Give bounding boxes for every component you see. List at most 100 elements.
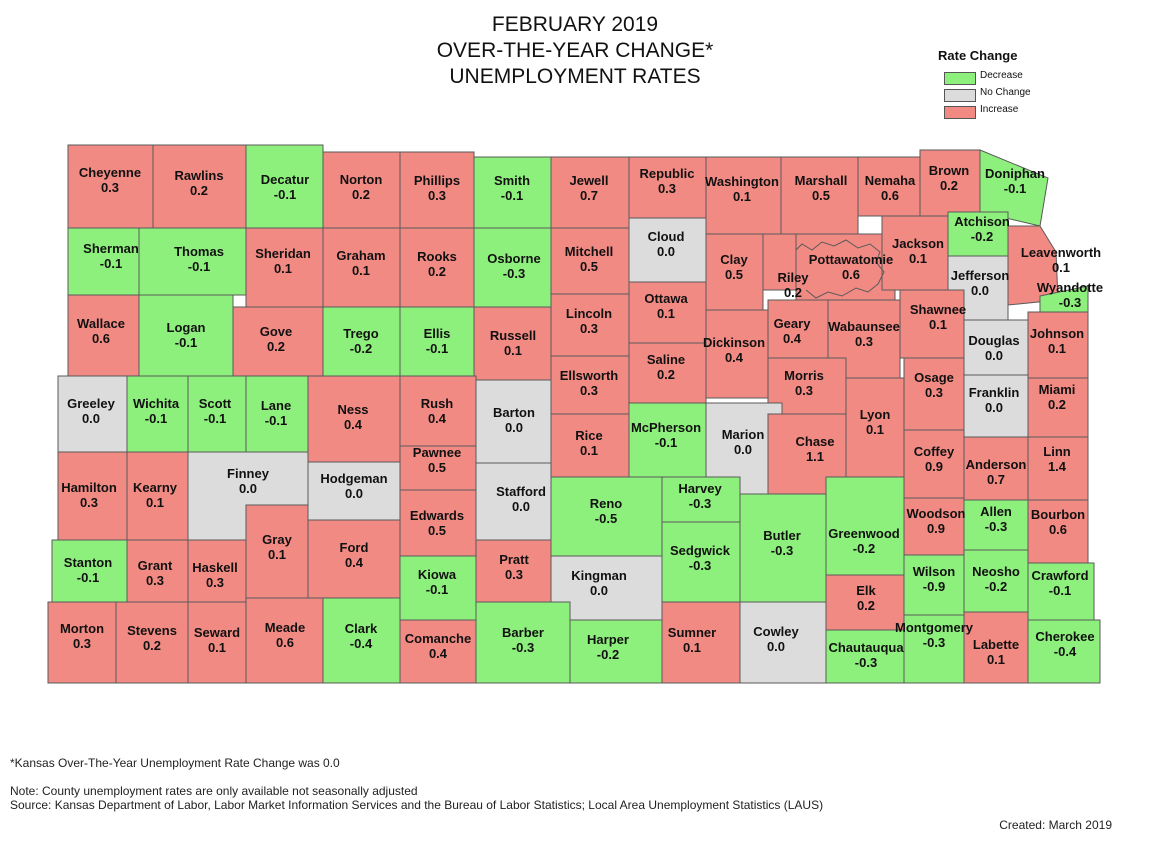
state-change-note: *Kansas Over-The-Year Unemployment Rate … (10, 756, 340, 770)
county-value-butler: -0.3 (771, 543, 793, 558)
county-value-franklin: 0.0 (985, 400, 1003, 415)
county-value-greenwood: -0.2 (853, 541, 875, 556)
county-value-thomas: -0.1 (188, 259, 210, 274)
county-value-saline: 0.2 (657, 367, 675, 382)
legend-label-no-change: No Change (980, 87, 1031, 98)
county-value-cloud: 0.0 (657, 244, 675, 259)
county-value-greeley: 0.0 (82, 411, 100, 426)
county-name-russell: Russell (490, 328, 536, 343)
county-name-edwards: Edwards (410, 508, 464, 523)
county-name-coffey: Coffey (914, 444, 955, 459)
map-title: FEBRUARY 2019 OVER-THE-YEAR CHANGE* UNEM… (300, 12, 850, 90)
county-value-ottawa: 0.1 (657, 306, 675, 321)
county-name-nemaha: Nemaha (865, 173, 916, 188)
county-value-trego: -0.2 (350, 341, 372, 356)
county-value-sedgwick: -0.3 (689, 558, 711, 573)
county-value-pottawatomie: 0.6 (842, 267, 860, 282)
county-name-wilson: Wilson (913, 564, 956, 579)
county-value-wyandotte: -0.3 (1059, 295, 1081, 310)
county-name-wabaunsee: Wabaunsee (828, 319, 900, 334)
county-value-scott: -0.1 (204, 411, 226, 426)
county-name-rawlins: Rawlins (174, 168, 223, 183)
county-value-washington: 0.1 (733, 189, 751, 204)
county-name-morris: Morris (784, 368, 824, 383)
county-name-gray: Gray (262, 532, 292, 547)
county-value-lane: -0.1 (265, 413, 287, 428)
county-name-lincoln: Lincoln (566, 306, 612, 321)
county-name-kearny: Kearny (133, 480, 178, 495)
county-value-mitchell: 0.5 (580, 259, 598, 274)
county-value-miami: 0.2 (1048, 397, 1066, 412)
created-date: Created: March 2019 (999, 818, 1112, 832)
county-value-finney: 0.0 (239, 481, 257, 496)
county-value-lyon: 0.1 (866, 422, 884, 437)
county-value-kingman: 0.0 (590, 583, 608, 598)
county-value-stanton: -0.1 (77, 570, 99, 585)
county-value-harper: -0.2 (597, 647, 619, 662)
seasonal-note: Note: County unemployment rates are only… (10, 784, 418, 798)
legend-title: Rate Change (938, 48, 1018, 63)
county-name-cloud: Cloud (648, 229, 685, 244)
county-name-hodgeman: Hodgeman (320, 471, 387, 486)
county-value-cheyenne: 0.3 (101, 180, 119, 195)
legend-swatch-decrease (944, 72, 976, 85)
county-value-cherokee: -0.4 (1054, 644, 1077, 659)
county-value-wichita: -0.1 (145, 411, 167, 426)
county-name-allen: Allen (980, 504, 1012, 519)
county-value-republic: 0.3 (658, 181, 676, 196)
county-name-crawford: Crawford (1031, 568, 1088, 583)
county-name-greenwood: Greenwood (828, 526, 900, 541)
county-value-shawnee: 0.1 (929, 317, 947, 332)
county-name-washington: Washington (705, 174, 779, 189)
county-value-rawlins: 0.2 (190, 183, 208, 198)
county-name-cherokee: Cherokee (1035, 629, 1094, 644)
county-value-wallace: 0.6 (92, 331, 110, 346)
county-value-bourbon: 0.6 (1049, 522, 1067, 537)
county-name-ford: Ford (340, 540, 369, 555)
county-value-barton: 0.0 (505, 420, 523, 435)
county-value-wabaunsee: 0.3 (855, 334, 873, 349)
county-value-kearny: 0.1 (146, 495, 164, 510)
county-value-linn: 1.4 (1048, 459, 1067, 474)
county-name-harvey: Harvey (678, 481, 722, 496)
county-name-butler: Butler (763, 528, 801, 543)
county-value-gove: 0.2 (267, 339, 285, 354)
county-value-marion: 0.0 (734, 442, 752, 457)
county-name-pratt: Pratt (499, 552, 529, 567)
county-name-morton: Morton (60, 621, 104, 636)
county-name-stanton: Stanton (64, 555, 112, 570)
county-name-cheyenne: Cheyenne (79, 165, 141, 180)
county-name-greeley: Greeley (67, 396, 115, 411)
county-value-neosho: -0.2 (985, 579, 1007, 594)
county-name-seward: Seward (194, 625, 240, 640)
county-value-jefferson: 0.0 (971, 283, 989, 298)
county-name-decatur: Decatur (261, 172, 309, 187)
county-name-logan: Logan (167, 320, 206, 335)
county-name-woodson: Woodson (907, 506, 966, 521)
county-name-reno: Reno (590, 496, 623, 511)
county-shapes (47, 144, 1101, 684)
county-name-pawnee: Pawnee (413, 445, 461, 460)
kansas-county-map: Cheyenne0.3Rawlins0.2Decatur-0.1Norton0.… (47, 144, 1103, 684)
county-name-sumner: Sumner (668, 625, 716, 640)
county-name-marshall: Marshall (795, 173, 848, 188)
county-name-haskell: Haskell (192, 560, 238, 575)
county-name-saline: Saline (647, 352, 685, 367)
county-name-smith: Smith (494, 173, 530, 188)
county-name-stevens: Stevens (127, 623, 177, 638)
county-name-montgomery: Montgomery (895, 620, 974, 635)
county-name-jewell: Jewell (569, 173, 608, 188)
county-value-russell: 0.1 (504, 343, 522, 358)
county-name-gove: Gove (260, 324, 293, 339)
county-name-republic: Republic (640, 166, 695, 181)
county-value-chase: 1.1 (806, 449, 824, 464)
county-name-atchison: Atchison (954, 214, 1010, 229)
county-name-harper: Harper (587, 632, 629, 647)
county-value-reno: -0.5 (595, 511, 617, 526)
county-value-decatur: -0.1 (274, 187, 296, 202)
county-value-sheridan: 0.1 (274, 261, 292, 276)
county-value-hodgeman: 0.0 (345, 486, 363, 501)
county-name-jefferson: Jefferson (951, 268, 1010, 283)
county-value-anderson: 0.7 (987, 472, 1005, 487)
county-value-stevens: 0.2 (143, 638, 161, 653)
